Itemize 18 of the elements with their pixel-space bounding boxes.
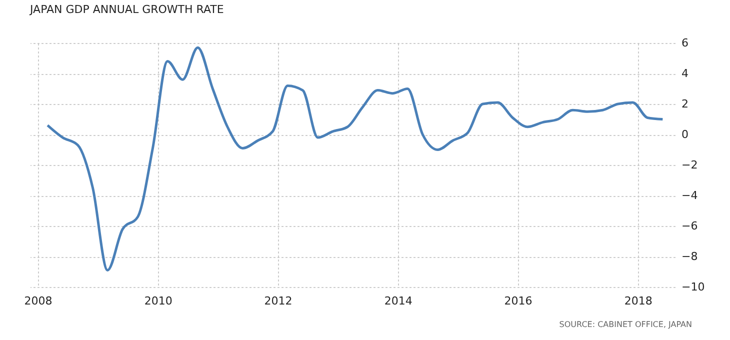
y-tick-label: 0 xyxy=(682,128,688,141)
y-tick-label: −6 xyxy=(682,220,698,232)
y-tick-label: 4 xyxy=(682,67,688,80)
y-tick-label: −2 xyxy=(682,158,698,172)
x-tick-label: 2016 xyxy=(504,294,532,308)
x-tick-label: 2010 xyxy=(144,294,172,308)
y-tick-label: −4 xyxy=(682,189,698,202)
x-tick-label: 2012 xyxy=(264,294,292,308)
y-tick-label: −10 xyxy=(682,280,705,294)
chart-title: JAPAN GDP ANNUAL GROWTH RATE xyxy=(29,3,224,16)
y-tick-label: −8 xyxy=(682,250,698,263)
x-tick-label: 2018 xyxy=(624,294,652,308)
y-tick-label: 2 xyxy=(682,98,688,110)
line-series xyxy=(46,46,664,272)
y-tick-label: 6 xyxy=(682,36,688,50)
source-note: SOURCE: CABINET OFFICE, JAPAN xyxy=(559,320,692,329)
x-tick-label: 2008 xyxy=(24,294,52,308)
x-tick-label: 2014 xyxy=(384,294,412,308)
